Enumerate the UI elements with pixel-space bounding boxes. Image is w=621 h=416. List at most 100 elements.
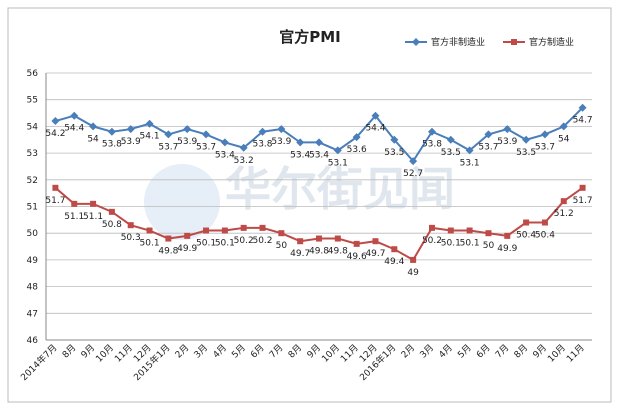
data-label: 49.7: [365, 249, 385, 259]
data-label: 50.1: [460, 239, 480, 249]
data-label: 53.8: [252, 140, 272, 150]
point: [221, 227, 228, 234]
point: [146, 227, 153, 234]
y-tick-label: 48: [27, 283, 39, 293]
y-tick-label: 54: [27, 122, 39, 132]
point: [315, 138, 323, 147]
data-label: 49.8: [158, 247, 178, 257]
data-label: 53.5: [516, 148, 536, 158]
data-label: 54.4: [64, 124, 84, 134]
legend-marker: [412, 38, 420, 46]
data-label: 53.9: [121, 137, 141, 147]
point: [427, 127, 436, 136]
point: [334, 235, 341, 242]
point: [296, 138, 305, 147]
point: [240, 224, 247, 231]
data-label: 53.5: [384, 148, 404, 158]
data-label: 50.2: [422, 236, 442, 246]
legend-marker: [511, 39, 517, 45]
point: [70, 111, 79, 120]
point: [410, 256, 417, 263]
point: [352, 133, 361, 142]
point: [578, 103, 587, 112]
data-label: 53.4: [290, 150, 310, 160]
data-label: 50.3: [121, 233, 141, 243]
point: [239, 143, 248, 152]
point: [71, 200, 78, 207]
data-label: 54.1: [140, 132, 160, 142]
data-label: 50.1: [441, 239, 461, 249]
point: [202, 130, 211, 139]
data-label: 53.5: [441, 148, 461, 158]
data-label: 54.7: [573, 116, 593, 126]
point: [277, 125, 286, 134]
data-label: 54: [87, 134, 99, 144]
point: [484, 130, 493, 139]
data-label: 54.4: [365, 124, 385, 134]
data-label: 51.1: [64, 212, 84, 222]
watermark: 华尔街见闻: [225, 162, 455, 216]
point: [446, 135, 455, 144]
data-label: 49.4: [384, 257, 404, 267]
data-label: 51.1: [83, 212, 103, 222]
legend-label: 官方非制造业: [431, 36, 485, 48]
data-label: 50.2: [234, 236, 254, 246]
data-label: 53.4: [215, 150, 235, 160]
point: [522, 135, 531, 144]
point: [409, 157, 418, 166]
point: [353, 240, 360, 247]
y-tick-label: 53: [27, 149, 38, 159]
data-label: 52.7: [403, 169, 423, 179]
data-label: 50.4: [516, 231, 536, 241]
point: [297, 238, 304, 245]
data-label: 53.7: [196, 142, 216, 152]
data-label: 53.7: [158, 142, 178, 152]
y-tick-label: 51: [27, 203, 38, 213]
y-tick-label: 47: [27, 309, 38, 319]
point: [333, 146, 342, 155]
point: [466, 227, 473, 234]
data-label: 51.7: [573, 196, 593, 206]
point: [220, 138, 229, 147]
data-label: 54.2: [45, 129, 65, 139]
data-label: 50.1: [140, 239, 160, 249]
point: [278, 230, 285, 237]
point: [503, 125, 512, 134]
y-tick-label: 49: [27, 256, 39, 266]
data-label: 49.9: [497, 244, 517, 254]
watermark-logo: [144, 164, 220, 240]
point: [390, 135, 399, 144]
data-label: 53.9: [177, 137, 197, 147]
point: [372, 238, 379, 245]
point: [391, 246, 398, 253]
point: [540, 130, 549, 139]
data-label: 53.8: [102, 140, 122, 150]
data-label: 53.2: [234, 156, 254, 166]
point: [316, 235, 322, 242]
point: [428, 224, 435, 231]
point: [51, 117, 60, 126]
data-label: 49.9: [177, 244, 197, 254]
data-label: 53.9: [497, 137, 517, 147]
y-tick-label: 52: [27, 176, 38, 186]
data-label: 49.7: [290, 249, 310, 259]
data-label: 49.8: [309, 247, 329, 257]
point: [183, 125, 192, 134]
data-label: 49: [407, 268, 419, 278]
data-label: 53.1: [460, 158, 480, 168]
data-label: 53.1: [328, 158, 348, 168]
data-label: 49.8: [328, 247, 348, 257]
data-label: 50.8: [102, 220, 122, 230]
data-label: 53.9: [271, 137, 291, 147]
point: [127, 222, 134, 229]
data-label: 50: [483, 241, 495, 251]
point: [371, 111, 380, 120]
chart-frame: [7, 7, 612, 403]
point: [89, 122, 98, 131]
point: [523, 219, 530, 226]
y-tick-label: 55: [27, 96, 38, 106]
data-label: 53.6: [347, 145, 367, 155]
chart-title: 官方PMI: [279, 28, 341, 46]
point: [108, 208, 115, 215]
